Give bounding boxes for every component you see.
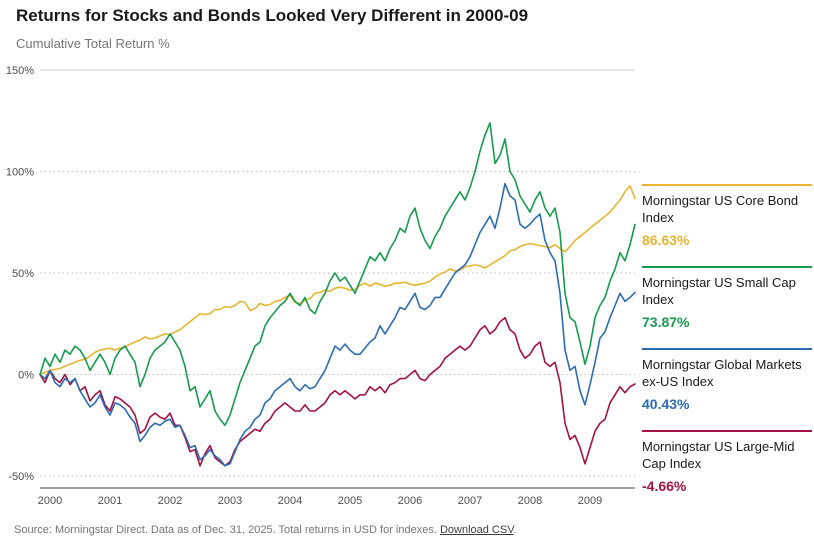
x-axis-tick-label: 2005 xyxy=(338,495,362,507)
page-title: Returns for Stocks and Bonds Looked Very… xyxy=(16,6,529,25)
legend-value-core-bond: 86.63% xyxy=(642,231,690,248)
source-footer: Source: Morningstar Direct. Data as of D… xyxy=(14,524,517,536)
legend-value-large-mid: -4.66% xyxy=(642,477,687,494)
legend-label-core-bond: Morningstar US Core Bond Index xyxy=(642,193,799,225)
y-axis-tick-label: 100% xyxy=(6,167,34,179)
chart-subtitle: Cumulative Total Return % xyxy=(16,36,170,51)
x-axis-tick-label: 2003 xyxy=(218,495,242,507)
chart-legend: Morningstar US Core Bond Index 86.63% Mo… xyxy=(642,0,814,547)
x-axis-tick-label: 2007 xyxy=(458,495,482,507)
legend-label-large-mid: Morningstar US Large-Mid Cap Index xyxy=(642,439,795,471)
x-axis-labels: 2000 2001 2002 2003 2004 2005 2006 2007 2008 2009 xyxy=(38,495,602,507)
series-line-global-ex-us xyxy=(39,182,636,467)
series-line-small-cap xyxy=(39,122,636,427)
x-axis-tick-label: 2000 xyxy=(38,495,62,507)
legend-small-cap: Morningstar US Small Cap Index 73.87% xyxy=(642,266,812,330)
series-line-core-bond xyxy=(39,184,636,376)
legend-large-mid: Morningstar US Large-Mid Cap Index -4.66… xyxy=(642,430,812,494)
y-axis-tick-label: -50% xyxy=(8,471,34,483)
legend-value-global-ex-us: 40.43% xyxy=(642,395,690,412)
series-line-large-mid xyxy=(39,316,636,467)
legend-global-ex-us: Morningstar Global Markets ex-US Index 4… xyxy=(642,348,812,412)
x-axis-tick-label: 2009 xyxy=(578,495,602,507)
x-axis-tick-label: 2001 xyxy=(98,495,122,507)
gridlines: -50% 0% 50% 100% 150% xyxy=(6,65,635,483)
footer-period: . xyxy=(513,524,517,536)
x-axis-tick-label: 2002 xyxy=(158,495,182,507)
legend-label-small-cap: Morningstar US Small Cap Index xyxy=(642,275,796,307)
legend-value-small-cap: 73.87% xyxy=(642,313,690,330)
y-axis-tick-label: 0% xyxy=(18,370,34,382)
legend-core-bond: Morningstar US Core Bond Index 86.63% xyxy=(642,184,812,248)
x-axis-tick-label: 2008 xyxy=(518,495,542,507)
legend-label-global-ex-us: Morningstar Global Markets ex-US Index xyxy=(642,357,802,389)
x-axis-tick-label: 2006 xyxy=(398,495,422,507)
download-csv-link[interactable]: Download CSV xyxy=(439,524,514,536)
y-axis-tick-label: 150% xyxy=(6,65,34,77)
x-axis-tick-label: 2004 xyxy=(278,495,302,507)
source-text: Source: Morningstar Direct. Data as of D… xyxy=(14,524,440,536)
chart-canvas: -50%0%50%100%150%2000 2001 2002 2003 2004 200… xyxy=(6,65,636,507)
y-axis-tick-label: 50% xyxy=(12,268,34,280)
